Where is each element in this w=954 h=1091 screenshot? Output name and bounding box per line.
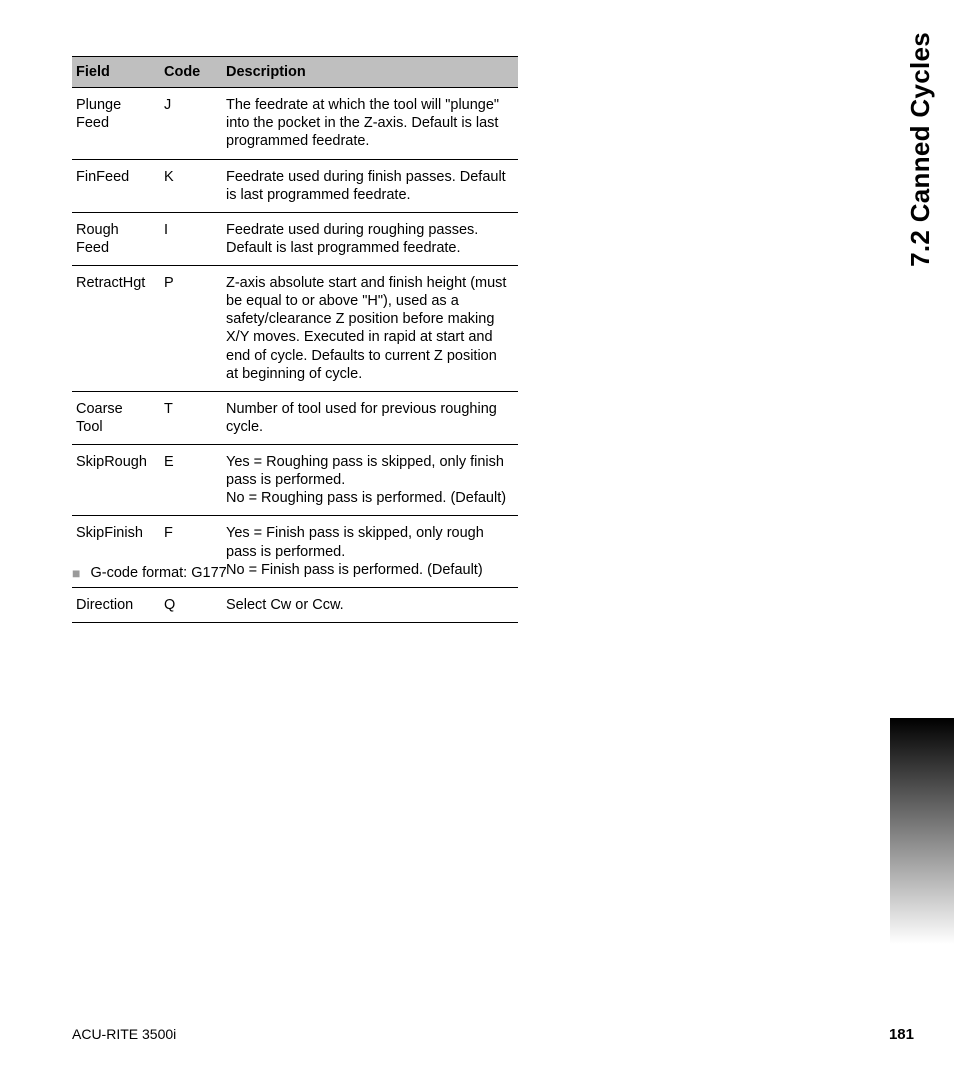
table-row: RetractHgt P Z-axis absolute start and f… (72, 266, 518, 392)
cell-desc: Z-axis absolute start and finish height … (222, 266, 518, 392)
page-footer: ACU-RITE 3500i 181 (72, 1026, 914, 1043)
table-header-row: Field Code Description (72, 57, 518, 88)
cell-code: I (160, 212, 222, 265)
cell-code: K (160, 159, 222, 212)
table-row: FinFeed K Feedrate used during finish pa… (72, 159, 518, 212)
cell-desc: Feedrate used during roughing passes. De… (222, 212, 518, 265)
table-row: Direction Q Select Cw or Ccw. (72, 587, 518, 622)
cell-desc: Yes = Roughing pass is skipped, only fin… (222, 445, 518, 516)
cell-field: FinFeed (72, 159, 160, 212)
cell-field: Direction (72, 587, 160, 622)
page: Field Code Description Plunge Feed J The… (0, 0, 954, 1091)
gcode-note: ■ G-code format: G177 (72, 564, 227, 581)
cell-field: SkipRough (72, 445, 160, 516)
cell-code: P (160, 266, 222, 392)
cell-desc: Select Cw or Ccw. (222, 587, 518, 622)
section-title-vertical: 7.2 Canned Cycles (905, 32, 936, 267)
footer-page-number: 181 (889, 1026, 914, 1043)
cell-field: Rough Feed (72, 212, 160, 265)
cell-code: T (160, 391, 222, 444)
cell-desc: Number of tool used for previous roughin… (222, 391, 518, 444)
cell-desc: The feedrate at which the tool will "plu… (222, 88, 518, 159)
cell-field: Plunge Feed (72, 88, 160, 159)
side-gradient-decor (890, 718, 954, 944)
cell-code: E (160, 445, 222, 516)
cell-field: Coarse Tool (72, 391, 160, 444)
table-row: Plunge Feed J The feedrate at which the … (72, 88, 518, 159)
cell-desc: Yes = Finish pass is skipped, only rough… (222, 516, 518, 587)
footer-product: ACU-RITE 3500i (72, 1026, 176, 1042)
parameters-table-wrap: Field Code Description Plunge Feed J The… (72, 56, 518, 623)
header-description: Description (222, 57, 518, 88)
cell-code: J (160, 88, 222, 159)
cell-code: Q (160, 587, 222, 622)
header-code: Code (160, 57, 222, 88)
header-field: Field (72, 57, 160, 88)
parameters-table: Field Code Description Plunge Feed J The… (72, 56, 518, 623)
cell-field: RetractHgt (72, 266, 160, 392)
table-row: Rough Feed I Feedrate used during roughi… (72, 212, 518, 265)
cell-desc: Feedrate used during finish passes. Defa… (222, 159, 518, 212)
table-row: Coarse Tool T Number of tool used for pr… (72, 391, 518, 444)
table-row: SkipRough E Yes = Roughing pass is skipp… (72, 445, 518, 516)
gcode-note-text: G-code format: G177 (91, 565, 227, 581)
square-bullet-icon: ■ (72, 565, 80, 581)
table-body: Plunge Feed J The feedrate at which the … (72, 88, 518, 623)
